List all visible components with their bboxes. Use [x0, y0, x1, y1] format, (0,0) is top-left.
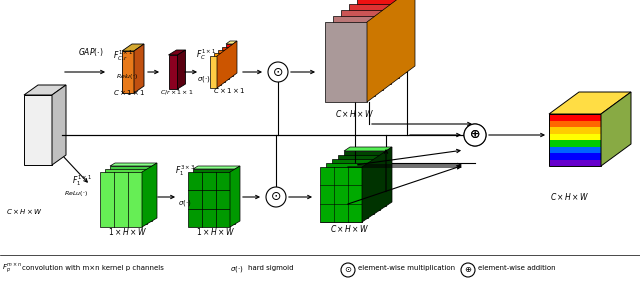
Polygon shape — [549, 114, 601, 120]
Polygon shape — [332, 159, 374, 214]
Polygon shape — [217, 41, 237, 88]
Text: $\oplus$: $\oplus$ — [469, 128, 481, 141]
Text: $ReLu(\cdot)$: $ReLu(\cdot)$ — [64, 189, 88, 198]
Text: hard sigmoid: hard sigmoid — [248, 265, 294, 271]
Text: $C\times 1\times 1$: $C\times 1\times 1$ — [113, 88, 145, 97]
Polygon shape — [549, 120, 601, 127]
Text: $\odot$: $\odot$ — [344, 266, 352, 275]
Text: $1\times H\times W$: $1\times H\times W$ — [108, 226, 147, 237]
Circle shape — [464, 124, 486, 146]
Polygon shape — [549, 140, 601, 147]
Polygon shape — [100, 172, 142, 227]
Text: $F_1^{3\times3}$: $F_1^{3\times3}$ — [175, 163, 195, 178]
Circle shape — [266, 187, 286, 207]
Polygon shape — [320, 167, 362, 222]
Text: element-wise multiplication: element-wise multiplication — [358, 265, 455, 271]
Text: $Relu(\cdot)$: $Relu(\cdot)$ — [116, 72, 138, 81]
Circle shape — [268, 62, 288, 82]
Polygon shape — [549, 133, 601, 140]
Polygon shape — [52, 85, 66, 165]
Polygon shape — [367, 0, 415, 102]
Polygon shape — [24, 85, 66, 95]
Text: $C\times H\times W$: $C\times H\times W$ — [550, 191, 589, 202]
Polygon shape — [338, 155, 380, 210]
Text: $F_{C,r}^{1\times1}$: $F_{C,r}^{1\times1}$ — [113, 48, 133, 63]
Text: $GAP(\cdot)$: $GAP(\cdot)$ — [78, 46, 104, 58]
Polygon shape — [344, 151, 386, 206]
Polygon shape — [134, 44, 144, 93]
Polygon shape — [341, 10, 383, 90]
Polygon shape — [365, 0, 407, 72]
Polygon shape — [105, 169, 147, 224]
Polygon shape — [226, 44, 233, 76]
Text: $\sigma(\cdot)$: $\sigma(\cdot)$ — [230, 264, 244, 273]
Circle shape — [464, 124, 486, 146]
Polygon shape — [193, 166, 240, 169]
Text: $C/r\times 1\times 1$: $C/r\times 1\times 1$ — [160, 87, 194, 95]
Polygon shape — [193, 169, 235, 224]
Circle shape — [341, 263, 355, 277]
Text: $F_p^{m\times n}$: $F_p^{m\times n}$ — [2, 261, 22, 275]
Polygon shape — [168, 55, 177, 89]
Polygon shape — [210, 56, 217, 88]
Polygon shape — [362, 147, 392, 222]
Text: $F_C^{1\times1}$: $F_C^{1\times1}$ — [196, 48, 216, 62]
Polygon shape — [214, 53, 221, 85]
Polygon shape — [110, 166, 152, 221]
Polygon shape — [188, 172, 230, 227]
Polygon shape — [230, 166, 240, 227]
Polygon shape — [549, 160, 601, 166]
Polygon shape — [357, 0, 399, 78]
Text: $C\times H\times W$: $C\times H\times W$ — [6, 207, 42, 216]
Polygon shape — [168, 50, 186, 55]
Polygon shape — [549, 147, 601, 153]
Text: $\odot$: $\odot$ — [273, 66, 284, 78]
Polygon shape — [326, 163, 368, 218]
Polygon shape — [110, 163, 157, 166]
Polygon shape — [333, 16, 375, 96]
Polygon shape — [218, 50, 225, 82]
Polygon shape — [177, 50, 186, 89]
Polygon shape — [601, 92, 631, 166]
Text: $C\times H\times W$: $C\times H\times W$ — [335, 108, 374, 119]
Polygon shape — [122, 44, 144, 51]
Polygon shape — [325, 22, 367, 102]
Text: $1\times H\times W$: $1\times H\times W$ — [196, 226, 235, 237]
Polygon shape — [349, 4, 391, 84]
Text: $\odot$: $\odot$ — [270, 191, 282, 204]
Text: $F_1^{1\times1}$: $F_1^{1\times1}$ — [72, 173, 92, 187]
Text: $\oplus$: $\oplus$ — [469, 128, 481, 141]
Polygon shape — [549, 153, 601, 160]
Text: convolution with m×n kernel p channels: convolution with m×n kernel p channels — [22, 265, 164, 271]
Polygon shape — [122, 51, 134, 93]
Text: $C\times H\times W$: $C\times H\times W$ — [330, 223, 369, 234]
Text: $\sigma(\cdot)$: $\sigma(\cdot)$ — [197, 74, 211, 83]
Polygon shape — [222, 47, 229, 79]
Polygon shape — [142, 163, 157, 227]
Text: $\oplus$: $\oplus$ — [464, 266, 472, 275]
Polygon shape — [549, 92, 631, 114]
Polygon shape — [226, 41, 237, 44]
Polygon shape — [344, 147, 392, 151]
Text: $C\times 1\times 1$: $C\times 1\times 1$ — [213, 86, 245, 95]
Polygon shape — [24, 95, 52, 165]
Text: element-wise addition: element-wise addition — [478, 265, 556, 271]
Circle shape — [461, 263, 475, 277]
Polygon shape — [549, 127, 601, 133]
Text: $\sigma(\cdot)$: $\sigma(\cdot)$ — [178, 199, 191, 208]
